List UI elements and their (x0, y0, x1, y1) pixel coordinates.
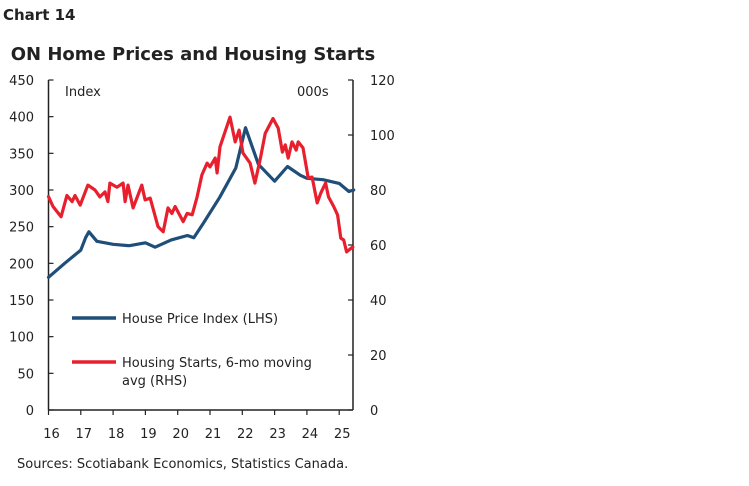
left-axis-tick-label: 450 (9, 74, 34, 89)
x-axis-tick-label: 22 (237, 427, 254, 442)
left-axis-tick-label: 0 (26, 404, 34, 419)
x-axis-tick-label: 17 (76, 427, 93, 442)
left-axis-unit-label: Index (65, 85, 101, 100)
chart-number-label: Chart 14 (3, 6, 75, 24)
left-axis-tick-label: 150 (9, 294, 34, 309)
right-axis-tick-label: 80 (370, 184, 387, 199)
right-axis-tick-label: 0 (370, 404, 378, 419)
series-line-housing-starts (46, 115, 355, 254)
left-axis-tick-label: 250 (9, 221, 34, 236)
right-axis-unit-label: 000s (297, 85, 329, 100)
x-axis-tick-label: 18 (108, 427, 125, 442)
x-axis-tick-label: 19 (140, 427, 157, 442)
chart-title: ON Home Prices and Housing Starts (11, 44, 376, 65)
x-axis-tick-label: 23 (269, 427, 286, 442)
left-axis-tick-label: 300 (9, 184, 34, 199)
legend-label-hpi: House Price Index (LHS) (122, 312, 278, 327)
legend: House Price Index (LHS) Housing Starts, … (72, 312, 312, 389)
legend-label-housing-starts-line1: Housing Starts, 6-mo moving (122, 356, 312, 371)
right-axis-tick-label: 60 (370, 239, 387, 254)
series-line-house-price-index (46, 126, 356, 279)
right-axis-tick-label: 100 (370, 129, 395, 144)
right-axis-tick-label: 120 (370, 74, 395, 89)
right-axis-tick-label: 20 (370, 349, 387, 364)
left-axis-tick-label: 400 (9, 111, 34, 126)
left-axis-tick-label: 100 (9, 331, 34, 346)
left-axis-tick-label: 50 (17, 367, 34, 382)
right-axis-tick-label: 40 (370, 294, 387, 309)
left-axis-tick-label: 350 (9, 147, 34, 162)
source-note: Sources: Scotiabank Economics, Statistic… (17, 457, 348, 472)
legend-label-housing-starts-line2: avg (RHS) (122, 374, 187, 389)
x-axis-tick-label: 21 (205, 427, 222, 442)
left-axis-tick-label: 200 (9, 257, 34, 272)
axes: 0 50 100 150 200 250 300 350 400 450 0 20 40 60 80 100 1… (9, 74, 395, 442)
x-axis-tick-label: 16 (43, 427, 60, 442)
x-axis-tick-label: 24 (302, 427, 319, 442)
x-axis-tick-label: 20 (172, 427, 189, 442)
x-axis-tick-label: 25 (334, 427, 351, 442)
series-lines (46, 115, 356, 279)
